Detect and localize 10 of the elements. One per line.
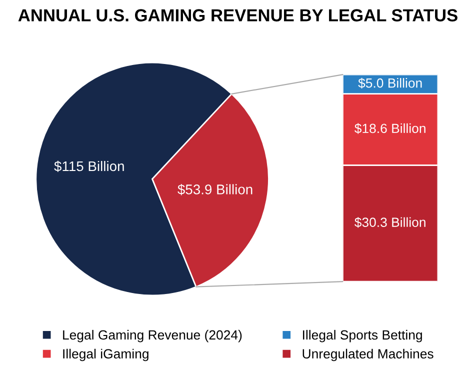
legend-label: Legal Gaming Revenue (2024) [63,330,242,342]
legend-label: Illegal Sports Betting [303,330,422,342]
data-label: $53.9 Billion [178,184,252,196]
chart-title: ANNUAL U.S. GAMING REVENUE BY LEGAL STATUS [18,9,458,22]
legend-label: Illegal iGaming [63,348,148,362]
data-label: $115 Billion [54,160,124,172]
data-label: $30.3 Billion [354,217,426,228]
data-label: $18.6 Billion [354,123,426,134]
legend-label: Unregulated Machines [302,348,434,362]
data-label: $5.0 Billion [358,78,422,89]
